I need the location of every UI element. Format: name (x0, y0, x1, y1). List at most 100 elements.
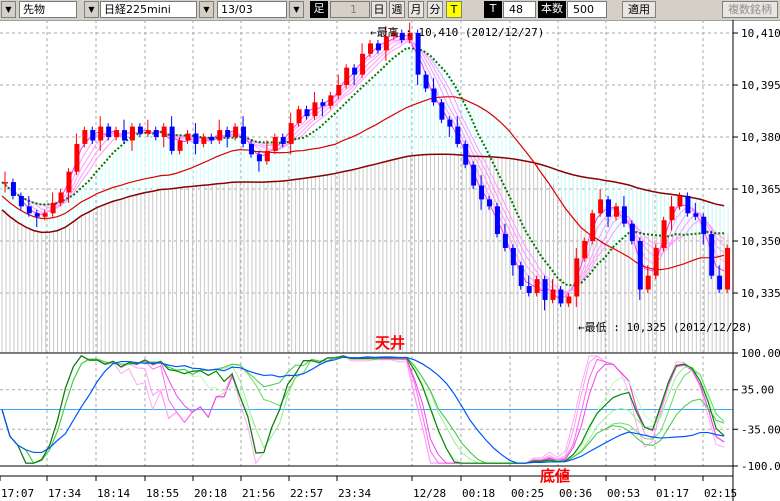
time-label: 18:14 (97, 487, 130, 500)
candle-body (653, 247, 659, 276)
market-select[interactable]: 先物 (19, 1, 77, 18)
candle-body (241, 126, 247, 144)
candle-body (82, 130, 88, 144)
candle-body (542, 279, 548, 300)
grid (0, 20, 738, 481)
candle-body (590, 213, 596, 241)
candle-body (264, 150, 270, 162)
bar-interval-spinner[interactable]: 1 (330, 1, 370, 18)
candle-body (399, 33, 405, 40)
candle-body (447, 119, 453, 127)
candle-body (225, 130, 231, 137)
market-dropdown-icon[interactable]: ▼ (84, 1, 99, 18)
price-label: 10,365 (741, 183, 780, 196)
oscillator-line (1, 355, 725, 464)
candle-body (502, 234, 508, 248)
candle-body (510, 247, 516, 266)
candle-body (106, 126, 112, 137)
osc-label: 35.00 (741, 384, 774, 397)
candles (3, 22, 731, 311)
price-label: 10,410 (741, 27, 780, 40)
candle-body (368, 43, 373, 54)
apply-button[interactable]: 適用 (622, 1, 656, 18)
minute-button[interactable]: 分 (427, 1, 443, 18)
candle-body (582, 241, 588, 259)
candle-body (534, 279, 540, 293)
day-button[interactable]: 日 (371, 1, 387, 18)
time-label: 00:36 (559, 487, 592, 500)
time-label: 12/28 (413, 487, 446, 500)
candle-body (606, 199, 612, 217)
candle-body (487, 199, 493, 207)
candle-body (328, 95, 334, 106)
time-label: 00:53 (607, 487, 640, 500)
osc-label: 100.00 (741, 347, 780, 360)
multi-symbol-button[interactable]: 複数銘柄 (722, 1, 778, 18)
candle-body (304, 109, 310, 117)
candle-body (518, 265, 524, 287)
time-label: 18:55 (146, 487, 179, 500)
menu-dropdown-button[interactable]: ▼ (1, 1, 16, 18)
candle-body (296, 109, 302, 124)
candle-body (209, 137, 215, 141)
week-button[interactable]: 週 (389, 1, 405, 18)
candle-body (161, 126, 167, 137)
high-annotation: ←最高 : 10,410 (2012/12/27) (370, 25, 544, 39)
candle-body (344, 67, 350, 85)
bar-label: 足 (310, 1, 328, 18)
candle-body (185, 133, 191, 141)
candle-body (383, 36, 389, 51)
candle-body (526, 286, 532, 293)
time-label: 00:25 (511, 487, 544, 500)
candle-body (122, 130, 128, 141)
candle-body (248, 143, 254, 155)
candle-body (312, 102, 318, 117)
candle-body (137, 126, 143, 134)
candle-body (280, 137, 286, 144)
oscillator-pane (1, 355, 725, 465)
candle-body (637, 241, 643, 290)
top-annotation: 天井 (375, 334, 405, 352)
price-label: 10,350 (741, 235, 780, 248)
contract-select[interactable]: 13/03 (217, 1, 287, 18)
symbol-select[interactable]: 日経225mini (100, 1, 197, 18)
time-label: 02:15 (704, 487, 737, 500)
candle-body (479, 185, 485, 200)
candle-body (18, 195, 24, 207)
candle-body (42, 213, 48, 217)
t-spinner[interactable]: 48 (503, 1, 536, 18)
candle-body (34, 213, 40, 217)
contract-dropdown-icon[interactable]: ▼ (289, 1, 304, 18)
time-label: 00:18 (462, 487, 495, 500)
candle-body (661, 220, 667, 248)
candle-body (201, 137, 207, 144)
candle-body (145, 130, 151, 134)
candle-body (701, 216, 707, 235)
candle-body (471, 164, 477, 186)
candle-body (217, 130, 223, 141)
candle-body (455, 126, 461, 144)
candle-body (272, 137, 278, 151)
low-annotation: ←最低 : 10,325 (2012/12/28) (578, 321, 752, 334)
candle-body (114, 130, 120, 137)
candle-body (685, 195, 691, 214)
candle-body (613, 206, 619, 217)
candle-body (320, 102, 326, 106)
toolbar: ▼ 先物 ▼ 日経225mini ▼ 13/03 ▼ 足 1 日 週 月 分 T… (0, 0, 780, 21)
candle-body (360, 53, 366, 75)
candle-body (66, 171, 72, 193)
month-button[interactable]: 月 (408, 1, 424, 18)
osc-label: -35.00 (741, 423, 780, 436)
candle-body (129, 126, 135, 141)
symbol-dropdown-icon[interactable]: ▼ (199, 1, 214, 18)
time-label: 17:07 (1, 487, 34, 500)
candle-body (566, 296, 572, 304)
count-spinner[interactable]: 500 (567, 1, 607, 18)
candle-body (415, 33, 421, 75)
candle-body (50, 202, 56, 214)
candle-body (423, 74, 429, 89)
candle-body (10, 182, 16, 196)
tick-button[interactable]: T (446, 1, 462, 18)
candle-body (558, 289, 564, 304)
osc-label: -100.0 (741, 460, 780, 473)
